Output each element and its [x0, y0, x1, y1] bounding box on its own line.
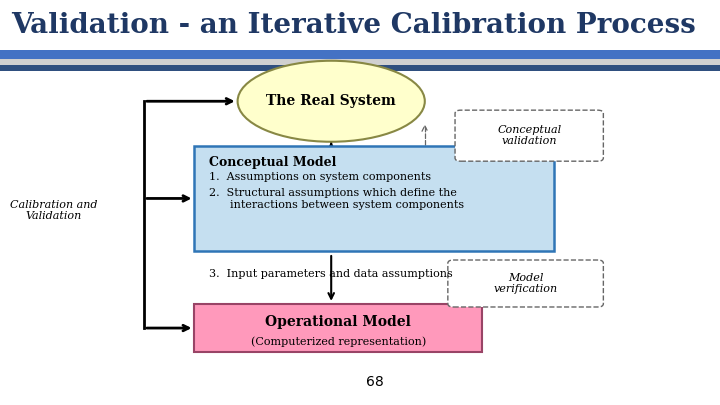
Text: 68: 68 — [366, 375, 383, 389]
Bar — [0, 50, 720, 59]
Bar — [194, 146, 554, 251]
Bar — [0, 65, 720, 71]
Text: Operational Model: Operational Model — [266, 315, 411, 329]
Text: interactions between system components: interactions between system components — [209, 200, 464, 211]
Bar — [0, 59, 720, 65]
Text: Conceptual Model: Conceptual Model — [209, 156, 336, 169]
Text: Validation - an Iterative Calibration Process: Validation - an Iterative Calibration Pr… — [11, 12, 696, 39]
Text: Model
verification: Model verification — [493, 273, 558, 294]
Ellipse shape — [238, 61, 425, 142]
Text: 1.  Assumptions on system components: 1. Assumptions on system components — [209, 172, 431, 182]
Text: 2.  Structural assumptions which define the: 2. Structural assumptions which define t… — [209, 188, 456, 198]
Text: The Real System: The Real System — [266, 94, 396, 108]
Bar — [194, 304, 482, 352]
FancyBboxPatch shape — [448, 260, 603, 307]
FancyBboxPatch shape — [455, 110, 603, 161]
Text: Calibration and
Validation: Calibration and Validation — [10, 200, 98, 222]
Text: Conceptual
validation: Conceptual validation — [497, 125, 562, 147]
Text: (Computerized representation): (Computerized representation) — [251, 337, 426, 347]
Text: 3.  Input parameters and data assumptions: 3. Input parameters and data assumptions — [209, 269, 453, 279]
